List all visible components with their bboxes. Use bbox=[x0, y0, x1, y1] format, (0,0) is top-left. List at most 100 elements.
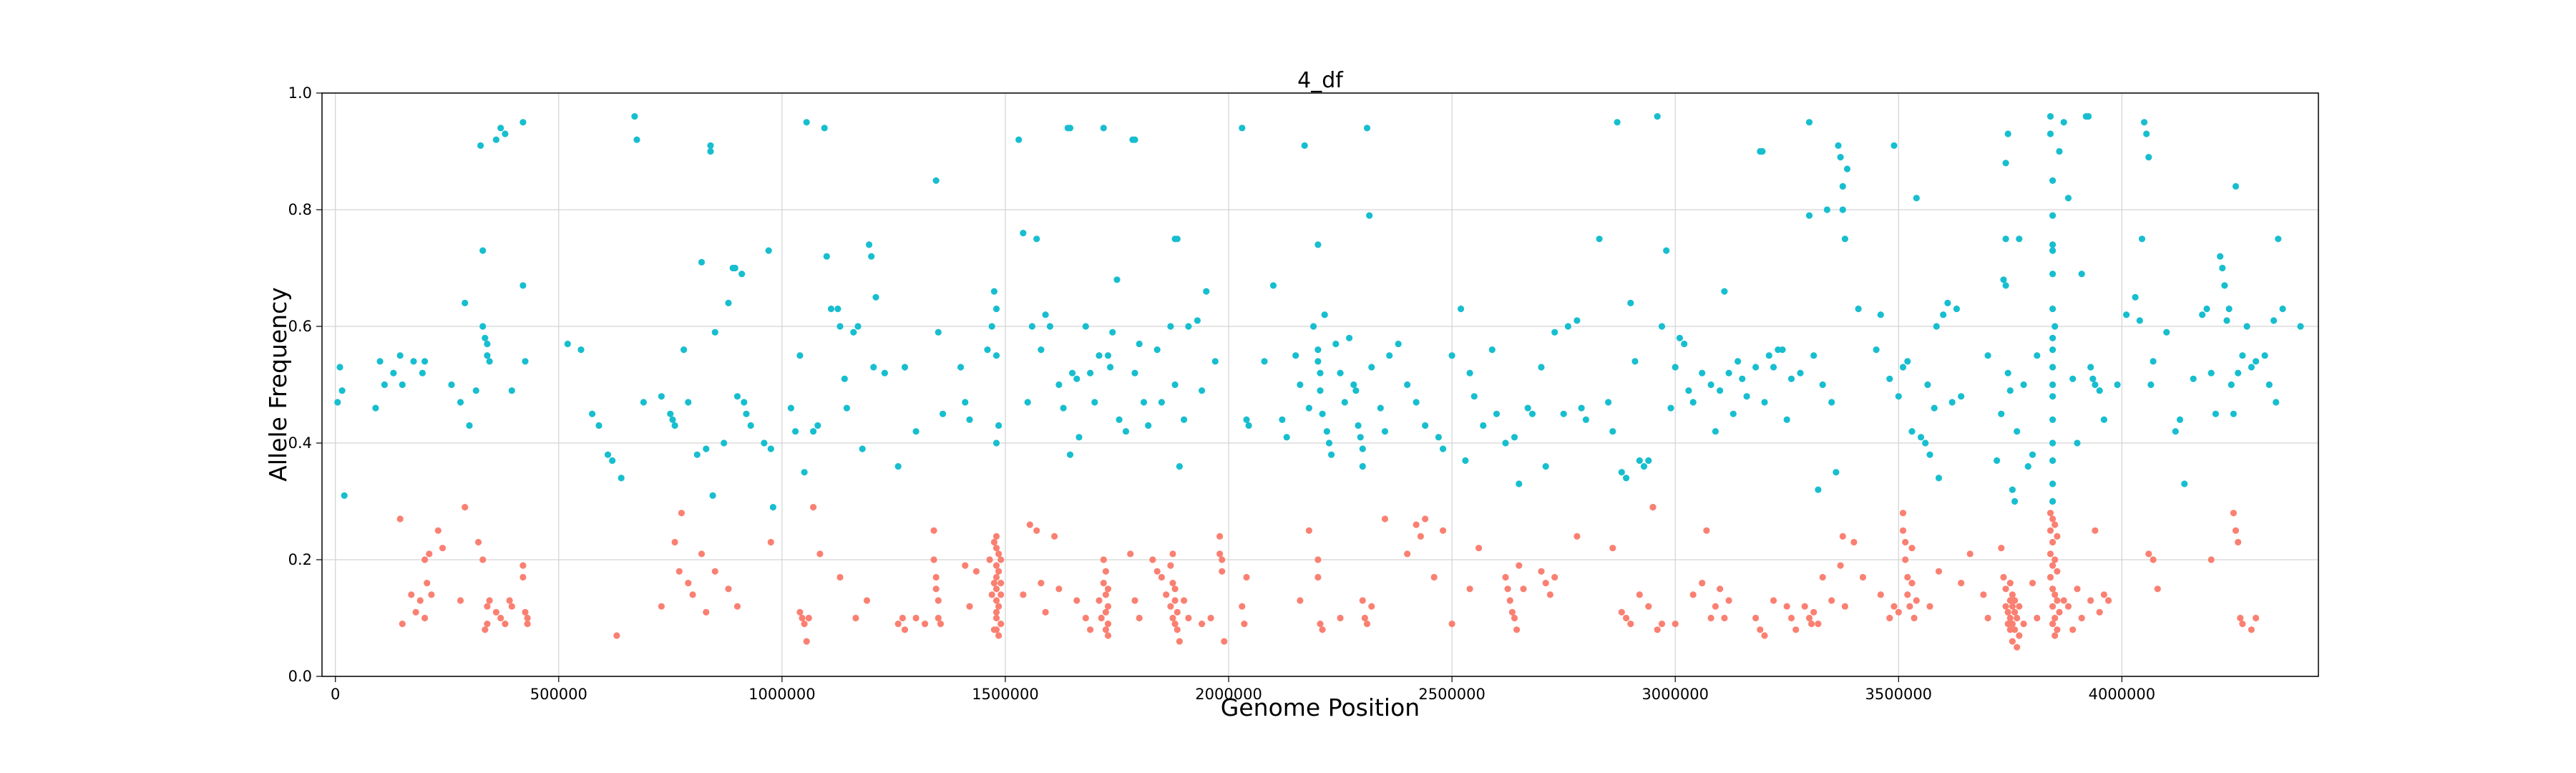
data-point bbox=[1087, 626, 1094, 633]
data-point bbox=[1310, 323, 1317, 330]
data-point bbox=[1317, 387, 1324, 394]
data-point bbox=[1219, 556, 1226, 563]
data-point bbox=[2016, 603, 2023, 610]
data-point bbox=[1245, 422, 1252, 429]
data-point bbox=[2049, 212, 2057, 219]
data-point bbox=[870, 364, 877, 371]
data-point bbox=[1948, 399, 1956, 406]
data-point bbox=[1667, 404, 1674, 412]
data-point bbox=[1582, 416, 1589, 424]
data-point bbox=[484, 352, 491, 359]
data-point bbox=[2014, 614, 2021, 622]
data-point bbox=[1239, 603, 1246, 610]
data-point bbox=[492, 608, 500, 616]
data-point bbox=[2265, 381, 2273, 389]
x-tick-label: 0 bbox=[331, 686, 340, 703]
data-point bbox=[1516, 480, 1523, 487]
data-point bbox=[2145, 154, 2152, 161]
data-point bbox=[1551, 329, 1558, 336]
data-point bbox=[1815, 621, 1822, 628]
data-point bbox=[2248, 364, 2255, 371]
data-point bbox=[1046, 323, 1053, 330]
data-point bbox=[408, 591, 415, 598]
data-point bbox=[1239, 125, 1246, 132]
data-point bbox=[1886, 375, 1893, 382]
data-point bbox=[1337, 614, 1344, 622]
data-point bbox=[1886, 614, 1893, 622]
data-point bbox=[1618, 469, 1625, 476]
data-point bbox=[2024, 463, 2031, 470]
data-point bbox=[1082, 614, 1089, 622]
data-point bbox=[658, 393, 665, 400]
data-point bbox=[1906, 603, 1913, 610]
data-point bbox=[1131, 136, 1138, 143]
data-point bbox=[2004, 608, 2011, 616]
data-point bbox=[1605, 399, 1612, 406]
data-point bbox=[1055, 381, 1063, 389]
data-point bbox=[1739, 375, 1746, 382]
data-point bbox=[1618, 608, 1625, 616]
data-point bbox=[1913, 195, 1920, 202]
data-point bbox=[1899, 510, 1907, 517]
data-point bbox=[2074, 439, 2081, 447]
data-point bbox=[1102, 626, 1109, 633]
data-point bbox=[486, 597, 493, 604]
data-point bbox=[932, 585, 940, 593]
data-point bbox=[1725, 369, 1732, 376]
data-point bbox=[1902, 556, 1909, 563]
data-point bbox=[1199, 621, 1206, 628]
data-point bbox=[1542, 463, 1549, 470]
data-point bbox=[1783, 603, 1790, 610]
data-point bbox=[1614, 119, 1621, 126]
data-point bbox=[1797, 369, 1804, 376]
data-point bbox=[2123, 311, 2130, 319]
data-point bbox=[482, 626, 489, 633]
data-point bbox=[1493, 410, 1501, 417]
data-point bbox=[1176, 638, 1183, 645]
data-point bbox=[1752, 614, 1760, 622]
data-point bbox=[1127, 550, 1134, 558]
data-point bbox=[2046, 573, 2054, 581]
data-point bbox=[2105, 597, 2112, 604]
data-point bbox=[992, 562, 1000, 569]
data-point bbox=[421, 358, 429, 365]
data-point bbox=[1435, 434, 1442, 441]
data-point bbox=[1922, 439, 1929, 447]
data-point bbox=[1060, 404, 1067, 412]
data-point bbox=[901, 364, 909, 371]
data-point bbox=[2049, 515, 2057, 522]
data-point bbox=[881, 369, 888, 376]
data-point bbox=[1520, 585, 1527, 593]
data-point bbox=[1033, 527, 1040, 534]
data-point bbox=[2006, 626, 2014, 633]
data-point bbox=[1944, 299, 1951, 306]
data-point bbox=[1167, 323, 1174, 330]
data-point bbox=[1966, 550, 1974, 558]
data-point bbox=[1386, 352, 1393, 359]
data-point bbox=[2020, 381, 2027, 389]
data-point bbox=[995, 632, 1002, 639]
data-point bbox=[995, 603, 1002, 610]
data-point bbox=[765, 247, 772, 254]
data-point bbox=[1560, 410, 1567, 417]
data-point bbox=[1466, 369, 1473, 376]
data-point bbox=[1538, 568, 1545, 575]
data-point bbox=[434, 527, 441, 534]
data-point bbox=[1181, 597, 1188, 604]
data-point bbox=[1933, 323, 1940, 330]
data-point bbox=[1850, 538, 1858, 546]
data-point bbox=[1341, 399, 1348, 406]
data-point bbox=[519, 282, 527, 289]
grid bbox=[322, 92, 2318, 677]
data-point bbox=[1171, 585, 1179, 593]
data-point bbox=[1899, 364, 1907, 371]
data-point bbox=[2049, 271, 2057, 278]
data-point bbox=[1551, 573, 1558, 581]
data-point bbox=[1026, 521, 1033, 528]
data-point bbox=[2016, 632, 2023, 639]
data-point bbox=[1194, 317, 1201, 324]
data-point bbox=[930, 556, 937, 563]
data-point bbox=[2014, 643, 2021, 651]
data-point bbox=[2006, 614, 2014, 622]
data-point bbox=[767, 538, 774, 546]
